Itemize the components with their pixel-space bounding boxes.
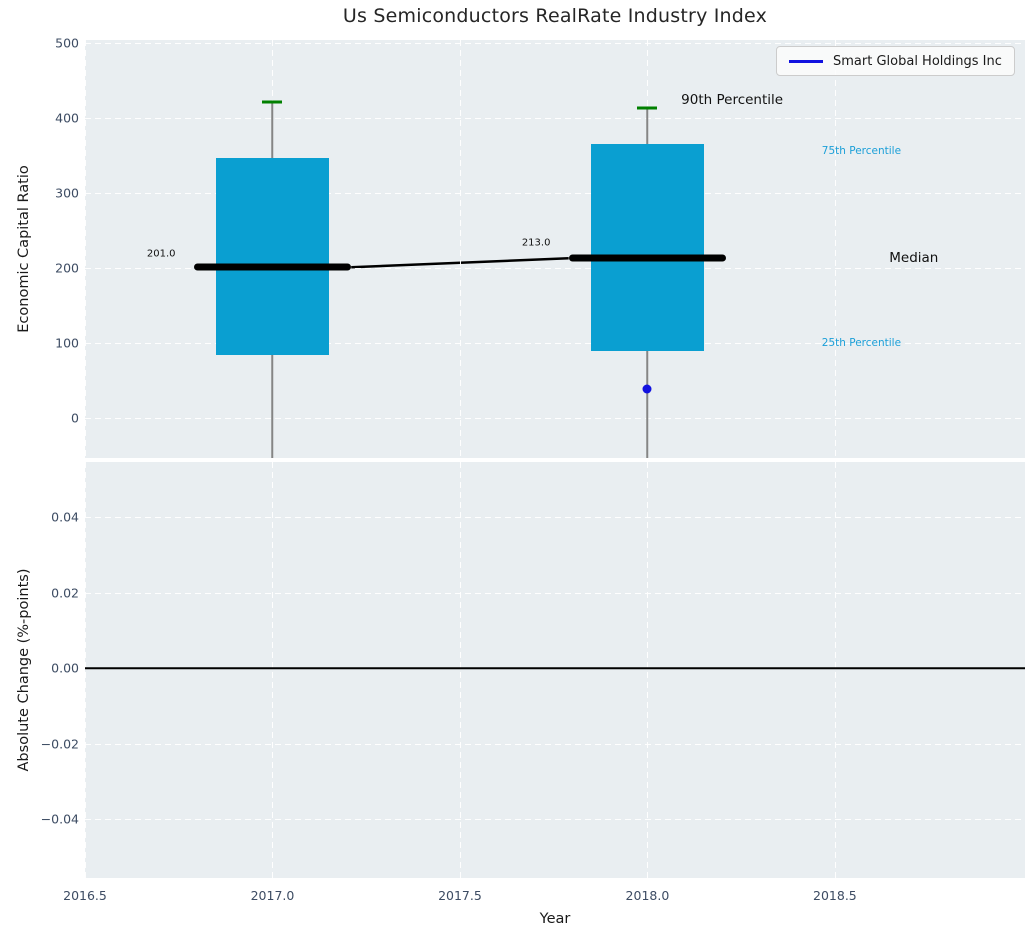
ytick-label-bottom: −0.04 — [40, 811, 79, 827]
gridline-vertical — [85, 40, 86, 458]
gridline-horizontal — [85, 43, 1025, 44]
gridline-horizontal — [85, 418, 1025, 420]
gridline-horizontal — [85, 118, 1025, 119]
gridline-horizontal — [85, 743, 1025, 745]
gridline-horizontal — [85, 193, 1025, 194]
iqr-box-2017 — [216, 157, 329, 355]
median-line-2017 — [193, 263, 352, 271]
xtick-label: 2016.5 — [63, 888, 107, 903]
gridline-horizontal — [85, 819, 1025, 821]
gridline-vertical — [647, 462, 649, 878]
zero-change-line — [85, 667, 1025, 669]
axes-top: 201.0 213.0 90th Percentile 75th Percentile… — [85, 40, 1025, 458]
ytick-label-top: 400 — [55, 110, 79, 126]
gridline-horizontal — [85, 343, 1025, 345]
ytick-label-top: 200 — [55, 260, 79, 276]
annotation-201-0: 201.0 — [146, 248, 176, 260]
xtick-label: 2018.5 — [813, 888, 857, 903]
annotation-25th-percentile: 25th Percentile — [821, 337, 902, 350]
ytick-label-top: 300 — [55, 185, 79, 201]
ytick-label-top: 100 — [55, 335, 79, 351]
percentile90-cap-2018 — [637, 106, 658, 110]
ytick-label-bottom: 0.00 — [51, 660, 79, 676]
gridline-vertical — [272, 462, 274, 878]
company-data-point — [642, 384, 652, 394]
xtick-label: 2018.0 — [625, 888, 670, 903]
legend-label: Smart Global Holdings Inc — [833, 53, 1002, 69]
ytick-label-bottom: 0.04 — [51, 509, 79, 525]
gridline-horizontal — [85, 517, 1025, 519]
xlabel: Year — [539, 911, 571, 927]
xtick-label: 2017.5 — [438, 888, 482, 903]
percentile90-cap-2017 — [262, 100, 283, 103]
axes-bottom — [85, 462, 1025, 878]
median-line-2018 — [568, 254, 727, 262]
gridline-vertical — [459, 462, 461, 878]
ytick-label-bottom: 0.02 — [51, 585, 79, 601]
ytick-label-top: 500 — [55, 35, 79, 51]
ytick-label-top: 0 — [71, 410, 79, 426]
gridline-vertical — [459, 40, 461, 458]
annotation-median: Median — [889, 250, 939, 267]
legend: Smart Global Holdings Inc — [776, 46, 1015, 76]
iqr-box-2018 — [591, 144, 704, 352]
xtick-label: 2017.0 — [250, 888, 295, 903]
ytick-label-bottom: −0.02 — [40, 736, 79, 752]
gridline-horizontal — [85, 592, 1025, 594]
legend-line-swatch — [789, 59, 823, 63]
chart-title: Us Semiconductors RealRate Industry Inde… — [342, 5, 768, 27]
gridline-vertical — [834, 462, 836, 878]
gridline-vertical — [834, 40, 836, 458]
gridline-horizontal — [85, 268, 1025, 269]
annotation-75th-percentile: 75th Percentile — [821, 145, 902, 157]
annotation-213-0: 213.0 — [521, 237, 551, 249]
annotation-90th-percentile: 90th Percentile — [681, 92, 784, 108]
gridline-vertical — [85, 462, 86, 878]
